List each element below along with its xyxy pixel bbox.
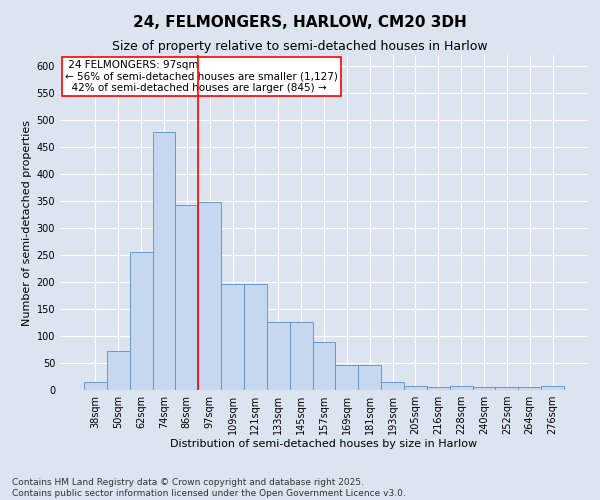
Bar xyxy=(358,365,381,390)
Bar xyxy=(541,386,564,390)
Bar xyxy=(496,388,518,390)
Bar xyxy=(84,382,107,390)
Text: 24, FELMONGERS, HARLOW, CM20 3DH: 24, FELMONGERS, HARLOW, CM20 3DH xyxy=(133,15,467,30)
Bar xyxy=(313,342,335,390)
Bar xyxy=(152,132,175,390)
Bar xyxy=(175,205,198,390)
Bar xyxy=(267,322,290,390)
Bar xyxy=(427,388,450,390)
Bar xyxy=(130,252,152,390)
Bar xyxy=(244,284,267,390)
Bar xyxy=(335,365,358,390)
Bar xyxy=(381,382,404,390)
X-axis label: Distribution of semi-detached houses by size in Harlow: Distribution of semi-detached houses by … xyxy=(170,438,478,448)
Bar xyxy=(290,322,313,390)
Bar xyxy=(107,350,130,390)
Bar xyxy=(473,388,496,390)
Bar xyxy=(404,386,427,390)
Bar xyxy=(518,388,541,390)
Bar xyxy=(221,284,244,390)
Text: Contains HM Land Registry data © Crown copyright and database right 2025.
Contai: Contains HM Land Registry data © Crown c… xyxy=(12,478,406,498)
Text: 24 FELMONGERS: 97sqm
← 56% of semi-detached houses are smaller (1,127)
  42% of : 24 FELMONGERS: 97sqm ← 56% of semi-detac… xyxy=(65,60,338,93)
Bar xyxy=(198,202,221,390)
Text: Size of property relative to semi-detached houses in Harlow: Size of property relative to semi-detach… xyxy=(112,40,488,53)
Bar xyxy=(450,386,473,390)
Y-axis label: Number of semi-detached properties: Number of semi-detached properties xyxy=(22,120,32,326)
